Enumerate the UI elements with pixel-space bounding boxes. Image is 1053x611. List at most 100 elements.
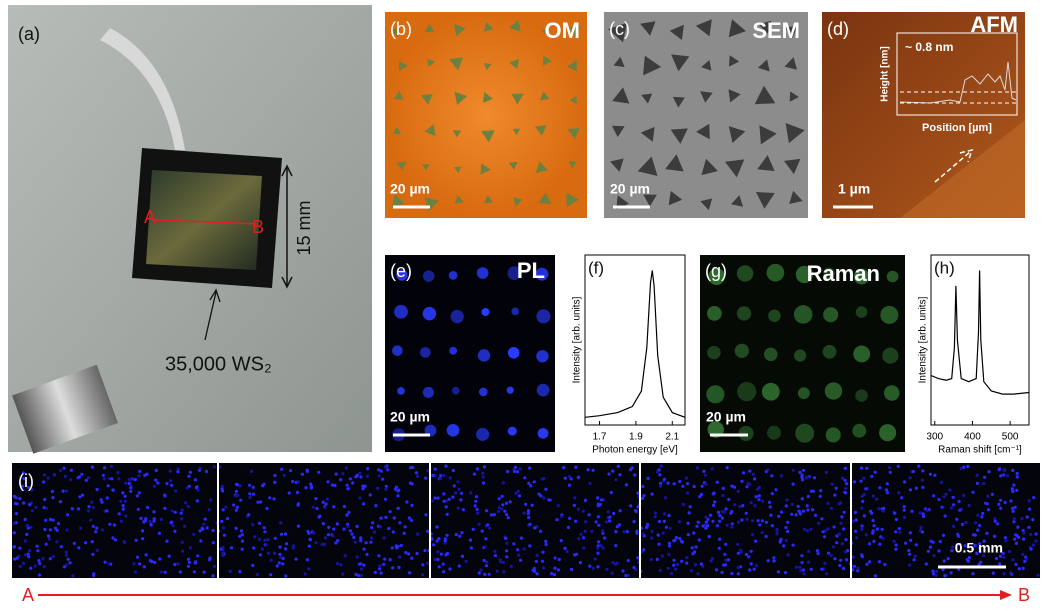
pl-dot xyxy=(304,486,307,489)
pl-dot xyxy=(393,516,396,519)
pl-dot xyxy=(483,573,486,576)
pl-dot xyxy=(614,530,617,533)
pl-dot xyxy=(273,481,276,484)
pl-dot xyxy=(750,562,753,565)
pl-dot xyxy=(865,563,868,566)
pl-dot xyxy=(721,517,724,520)
pl-dot xyxy=(893,512,896,515)
pl-dot xyxy=(750,501,753,504)
pl-dot xyxy=(678,520,681,523)
pl-dot xyxy=(193,570,196,573)
pl-dot xyxy=(558,558,561,561)
pl-dot xyxy=(341,472,344,475)
pl-dot xyxy=(389,510,392,513)
pl-dot xyxy=(690,569,693,572)
pl-dot xyxy=(943,559,946,562)
pl-dot xyxy=(541,551,544,554)
pl-dot xyxy=(395,544,398,547)
pl-dot xyxy=(921,530,924,533)
pl-dot xyxy=(404,551,407,554)
pl-dot xyxy=(523,476,526,479)
pl-dot xyxy=(958,509,961,512)
pl-dot xyxy=(629,504,632,507)
pl-dot xyxy=(658,468,661,471)
pl-dot xyxy=(566,550,569,553)
pl-dot xyxy=(588,482,591,485)
pl-dot xyxy=(1016,472,1019,475)
pl-dot xyxy=(63,467,66,470)
pl-dot xyxy=(527,482,530,485)
x-axis-label: Raman shift [cm⁻¹] xyxy=(938,445,1022,456)
pl-dot xyxy=(194,560,197,563)
pl-dot xyxy=(163,507,166,510)
pl-dot xyxy=(1004,539,1007,542)
pl-dot xyxy=(716,524,719,527)
pl-dot xyxy=(29,526,32,529)
pl-dot xyxy=(785,504,788,507)
pl-dot xyxy=(379,525,382,528)
pl-dot xyxy=(103,477,106,480)
pl-dot xyxy=(1029,533,1032,536)
pl-dot xyxy=(982,482,985,485)
pl-dot xyxy=(854,511,857,514)
pl-dot xyxy=(802,510,805,513)
pl-dot xyxy=(516,548,519,551)
pl-dot xyxy=(894,530,897,533)
pl-dot xyxy=(366,467,369,470)
pl-dot xyxy=(761,500,764,503)
flake-glow xyxy=(882,348,898,364)
pl-dot xyxy=(247,513,250,516)
pl-dot xyxy=(787,553,790,556)
pl-dot xyxy=(700,562,703,565)
pl-dot xyxy=(947,557,950,560)
pl-dot xyxy=(55,540,58,543)
pl-dot xyxy=(369,493,372,496)
pl-dot xyxy=(574,520,577,523)
pl-dot xyxy=(833,525,836,528)
pl-dot xyxy=(745,518,748,521)
pl-dot xyxy=(370,536,373,539)
pl-dot xyxy=(937,549,940,552)
pl-dot xyxy=(132,562,135,565)
pl-dot xyxy=(845,482,848,485)
figure: (a) A B 15 mm 35,000 WS₂ (b) OM 20 µm (c… xyxy=(0,0,1053,606)
pl-dot xyxy=(13,495,16,498)
pl-dot xyxy=(857,567,860,570)
pl-dot xyxy=(34,564,37,567)
pl-dot xyxy=(381,478,384,481)
pl-dot xyxy=(795,566,798,569)
pl-dot xyxy=(873,524,876,527)
pl-dot xyxy=(976,514,979,517)
flake-glow xyxy=(511,308,519,316)
pl-dot xyxy=(349,477,352,480)
pl-dot xyxy=(596,565,599,568)
pl-dot xyxy=(720,571,723,574)
pl-dot xyxy=(356,525,359,528)
pl-dot xyxy=(266,538,269,541)
technique-label: PL xyxy=(517,258,545,283)
flake-glow xyxy=(449,347,457,355)
panel-label: (c) xyxy=(609,19,630,39)
pl-dot xyxy=(885,488,888,491)
pl-dot xyxy=(929,473,932,476)
pl-dot xyxy=(213,565,216,568)
pl-dot xyxy=(948,489,951,492)
pl-dot xyxy=(112,489,115,492)
pl-dot xyxy=(600,498,603,501)
pl-dot xyxy=(1003,468,1006,471)
pl-dot xyxy=(356,555,359,558)
pl-dot xyxy=(535,554,538,557)
pl-dot xyxy=(855,536,858,539)
pl-dot xyxy=(737,521,740,524)
pl-dot xyxy=(400,544,403,547)
pl-dot xyxy=(443,500,446,503)
pl-dot xyxy=(944,514,947,517)
pl-dot xyxy=(584,530,587,533)
panel-label: (f) xyxy=(588,258,604,277)
pl-dot xyxy=(718,547,721,550)
pl-dot xyxy=(342,528,345,531)
pl-dot xyxy=(129,486,132,489)
pl-dot xyxy=(921,486,924,489)
pl-dot xyxy=(730,572,733,575)
pl-dot xyxy=(627,559,630,562)
